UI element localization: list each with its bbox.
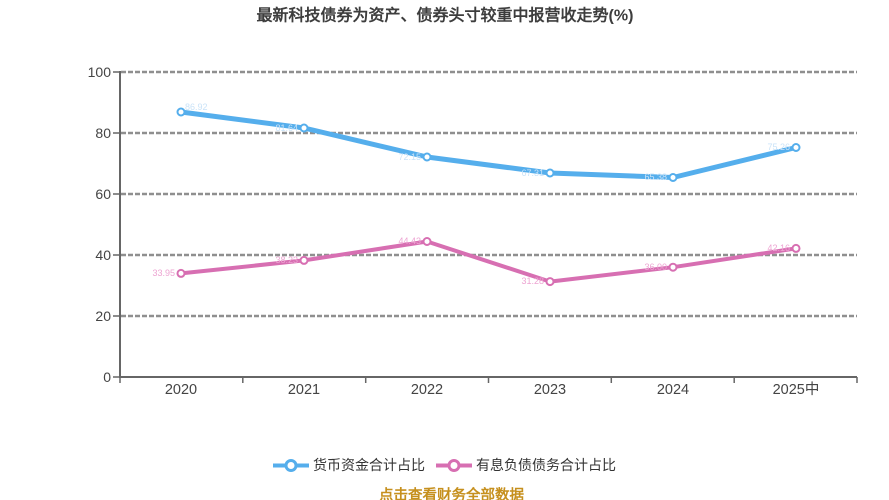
svg-text:38.23: 38.23 — [275, 255, 298, 265]
svg-text:2023: 2023 — [534, 382, 566, 398]
svg-text:33.95: 33.95 — [152, 268, 175, 278]
svg-text:0: 0 — [103, 369, 111, 385]
svg-text:36.00: 36.00 — [644, 262, 667, 272]
svg-text:货币资金合计占比: 货币资金合计占比 — [313, 457, 425, 473]
svg-text:72.15: 72.15 — [398, 152, 421, 162]
svg-text:2020: 2020 — [165, 382, 197, 398]
svg-text:2024: 2024 — [657, 382, 689, 398]
svg-text:2021: 2021 — [288, 382, 320, 398]
svg-text:有息负债债务合计占比: 有息负债债务合计占比 — [476, 457, 616, 473]
svg-text:86.92: 86.92 — [185, 102, 208, 112]
svg-text:点击查看财务全部数据: 点击查看财务全部数据 — [379, 486, 524, 500]
svg-text:80: 80 — [95, 125, 111, 141]
svg-text:2025中: 2025中 — [773, 381, 820, 398]
svg-text:20: 20 — [95, 308, 111, 324]
svg-text:100: 100 — [88, 64, 112, 80]
svg-text:60: 60 — [95, 186, 111, 202]
svg-text:75.26: 75.26 — [767, 142, 790, 152]
svg-text:42.16: 42.16 — [767, 243, 790, 253]
svg-text:81.64: 81.64 — [275, 123, 298, 133]
svg-text:65.38: 65.38 — [644, 172, 667, 182]
svg-text:31.28: 31.28 — [521, 276, 544, 286]
svg-text:最新科技债券为资产、债券头寸较重中报营收走势(%): 最新科技债券为资产、债券头寸较重中报营收走势(%) — [257, 6, 634, 25]
svg-text:2022: 2022 — [411, 382, 443, 398]
svg-text:40: 40 — [95, 247, 111, 263]
svg-text:67.31: 67.31 — [521, 168, 544, 178]
svg-text:44.43: 44.43 — [398, 236, 421, 246]
